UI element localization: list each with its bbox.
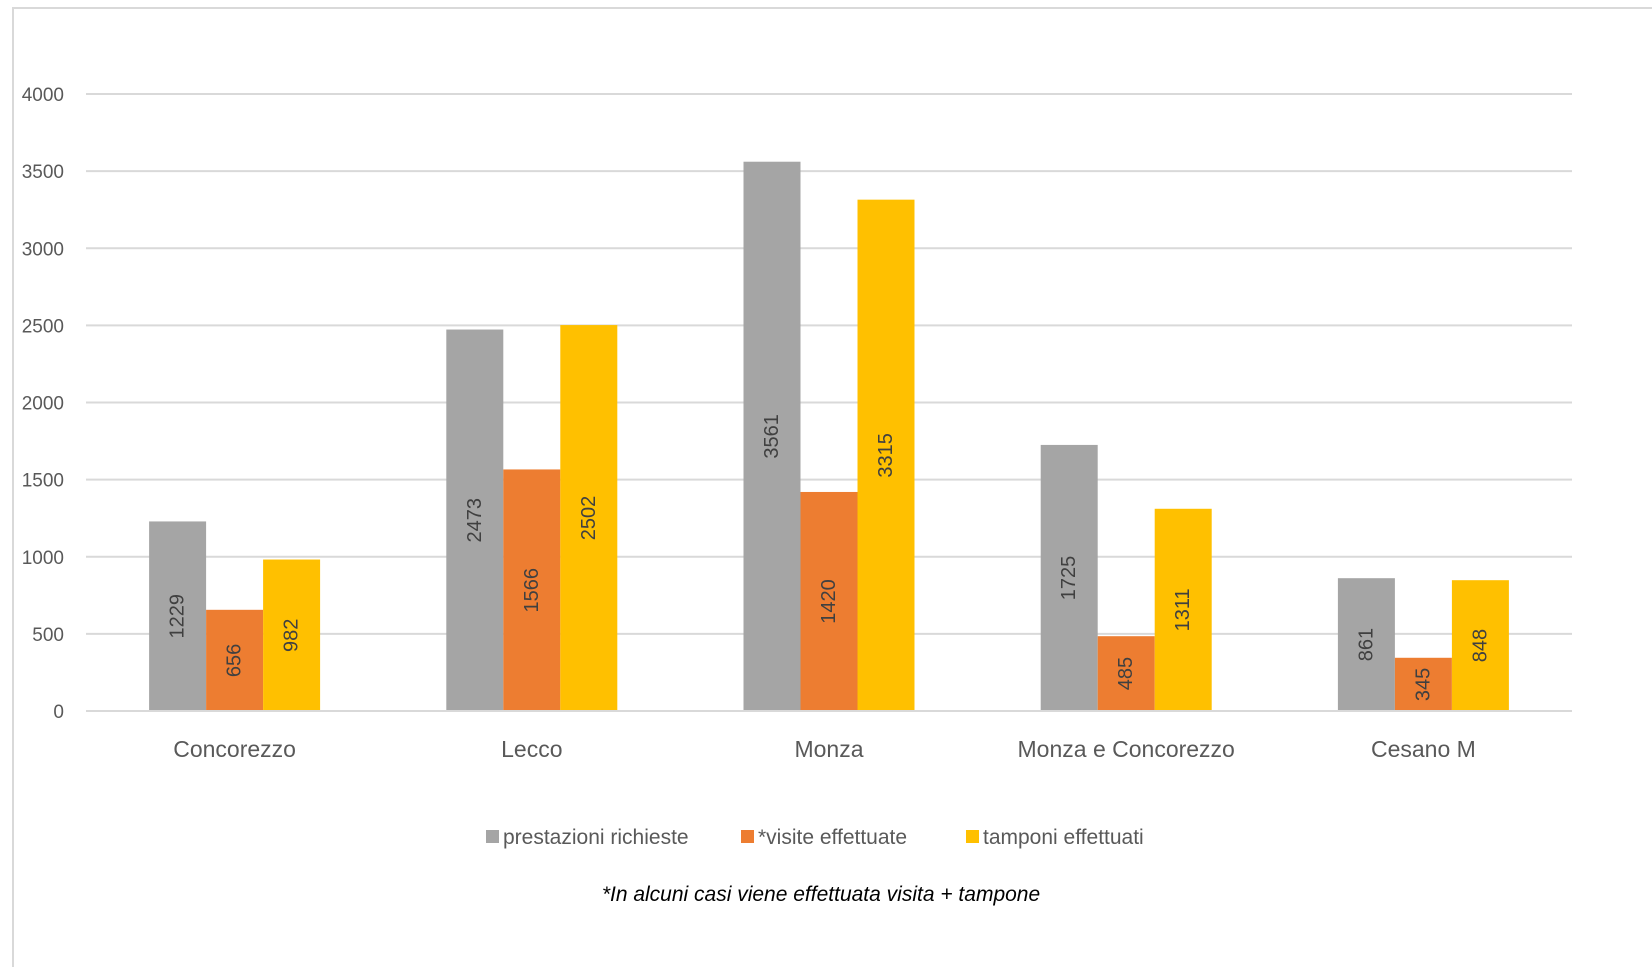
bar bbox=[1040, 444, 1098, 711]
data-label: 3315 bbox=[875, 433, 897, 478]
y-tick-label: 1000 bbox=[22, 548, 64, 569]
y-axis-ticks: 0 500 1000 1500 2000 2500 3000 3500 4000 bbox=[22, 85, 64, 723]
data-label: 656 bbox=[224, 644, 246, 677]
y-tick-label: 3000 bbox=[22, 239, 64, 260]
data-label: 345 bbox=[1412, 668, 1434, 701]
bar bbox=[1394, 657, 1452, 711]
footnote: *In alcuni casi viene effettuata visita … bbox=[602, 883, 1040, 906]
data-labels: 1229 656 982 2473 1566 2502 3561 1420 3315 1725 48… bbox=[167, 414, 1492, 701]
x-category-label: Monza e Concorezzo bbox=[1018, 736, 1235, 762]
x-category-label: Concorezzo bbox=[173, 736, 296, 762]
data-label: 3561 bbox=[761, 414, 783, 459]
y-tick-label: 1500 bbox=[22, 471, 64, 492]
x-category-label: Monza bbox=[794, 736, 863, 762]
data-label: 1229 bbox=[167, 594, 189, 639]
chart-frame bbox=[12, 7, 1652, 967]
x-category-label: Lecco bbox=[501, 736, 562, 762]
data-label: 2473 bbox=[464, 498, 486, 543]
bar bbox=[857, 199, 915, 711]
y-tick-label: 2500 bbox=[22, 316, 64, 337]
data-label: 1420 bbox=[818, 579, 840, 624]
data-label: 848 bbox=[1469, 629, 1491, 662]
y-tick-label: 2000 bbox=[22, 394, 64, 415]
bar bbox=[1451, 580, 1509, 711]
data-label: 1725 bbox=[1058, 556, 1080, 601]
data-label: 1566 bbox=[521, 568, 543, 613]
bar bbox=[1154, 508, 1212, 711]
bar bbox=[743, 161, 801, 711]
data-label: 2502 bbox=[578, 496, 600, 541]
x-axis-categories: Concorezzo Lecco Monza Monza e Concorezzo Ce… bbox=[173, 736, 1476, 762]
y-tick-label: 3500 bbox=[22, 162, 64, 183]
bar bbox=[1337, 578, 1395, 711]
y-tick-label: 4000 bbox=[22, 85, 64, 106]
legend-label: *visite effettuate bbox=[758, 826, 907, 849]
bar bbox=[263, 559, 321, 711]
data-label: 1311 bbox=[1172, 588, 1194, 631]
legend-swatch bbox=[486, 830, 499, 843]
legend-label: prestazioni richieste bbox=[503, 826, 689, 849]
x-category-label: Cesano M bbox=[1371, 736, 1476, 762]
legend-label: tamponi effettuati bbox=[983, 826, 1144, 849]
bars bbox=[86, 161, 1572, 712]
bar bbox=[206, 609, 264, 711]
bar bbox=[446, 329, 504, 711]
data-label: 982 bbox=[281, 619, 303, 652]
legend: prestazioni richieste *visite effettuate t… bbox=[486, 826, 1144, 849]
legend-swatch bbox=[741, 830, 754, 843]
bar bbox=[1097, 636, 1155, 711]
y-tick-label: 500 bbox=[32, 625, 64, 646]
data-label: 861 bbox=[1355, 628, 1377, 661]
bar bbox=[149, 521, 207, 711]
data-label: 485 bbox=[1115, 657, 1137, 690]
y-tick-label: 0 bbox=[53, 702, 64, 723]
legend-swatch bbox=[966, 830, 979, 843]
bar bbox=[503, 469, 561, 711]
bar bbox=[800, 491, 858, 711]
bar bbox=[560, 325, 618, 711]
